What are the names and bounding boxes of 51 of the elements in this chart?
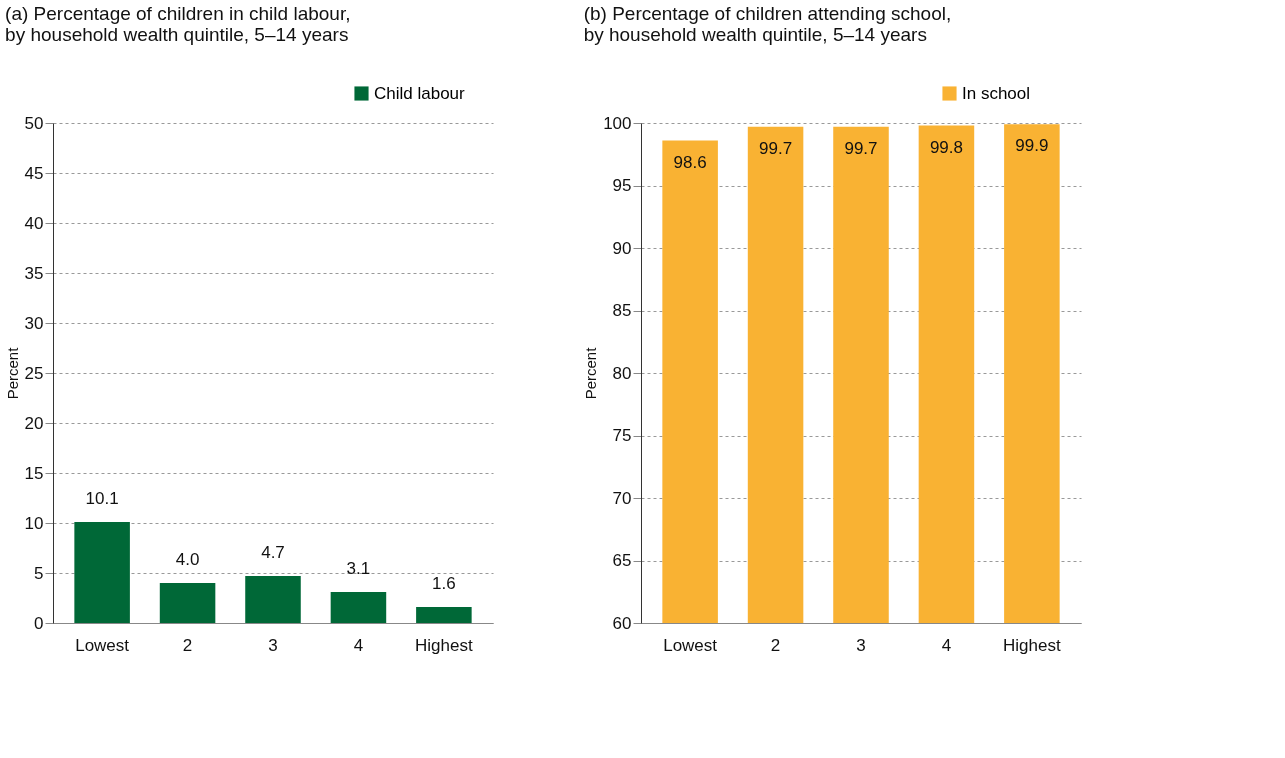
y-tick-label: 0 — [34, 613, 44, 633]
x-tick-label: Lowest — [663, 635, 718, 655]
y-tick-label: 95 — [612, 176, 632, 195]
y-tick-label: 25 — [24, 363, 44, 383]
y-tick-label: 50 — [24, 113, 44, 133]
y-tick-label: 5 — [34, 563, 44, 583]
y-tick-label: 10 — [24, 513, 44, 533]
y-tick-label: 85 — [612, 301, 632, 320]
y-tick-label: 40 — [24, 213, 44, 233]
legend-label: In school — [962, 83, 1031, 103]
bar — [416, 607, 472, 623]
bar — [74, 522, 130, 623]
data-label: 99.8 — [929, 137, 963, 157]
y-tick-label: 20 — [24, 413, 44, 433]
y-tick-label: 60 — [612, 613, 632, 633]
x-tick-label: Highest — [1003, 635, 1061, 655]
bar — [330, 592, 387, 623]
x-tick-label: 3 — [856, 635, 866, 655]
x-tick-label: Highest — [415, 635, 473, 655]
legend-label: Child labour — [374, 83, 466, 103]
y-tick-label: 75 — [612, 426, 632, 445]
x-tick-label: 2 — [770, 635, 781, 655]
y-tick-label: 30 — [24, 313, 44, 333]
x-tick-label: 4 — [353, 635, 364, 655]
y-tick-label: 15 — [24, 463, 44, 483]
chart-title: (a) Percentage of children in child labour, by household wealth quintile, 5–14 years — [5, 3, 351, 45]
data-label: 4.7 — [261, 543, 285, 562]
y-tick-label: 100 — [603, 113, 632, 133]
data-label: 98.6 — [673, 152, 707, 172]
data-label: 1.6 — [432, 574, 456, 593]
data-label: 10.1 — [85, 489, 119, 508]
x-tick-label: 2 — [182, 635, 193, 655]
data-label: 99.9 — [1015, 136, 1049, 156]
chart-title: (b) Percentage of children attending school, by household wealth quintile, 5–14 years — [583, 3, 952, 45]
y-tick-label: 90 — [612, 238, 632, 258]
data-label: 3.1 — [346, 559, 371, 578]
x-tick-label: 4 — [941, 635, 952, 655]
bar — [159, 583, 216, 623]
y-axis-title: Percent — [582, 346, 600, 400]
y-tick-label: 65 — [612, 551, 632, 570]
x-tick-label: 3 — [268, 635, 278, 655]
y-tick-label: 45 — [24, 163, 44, 183]
y-axis-title: Percent — [3, 346, 21, 400]
bar — [245, 576, 301, 623]
data-label: 99.7 — [759, 138, 793, 158]
data-label: 99.7 — [844, 138, 878, 158]
y-tick-label: 70 — [612, 488, 632, 508]
data-label: 4.0 — [175, 550, 200, 569]
y-tick-label: 80 — [612, 363, 632, 383]
x-tick-label: Lowest — [75, 635, 130, 655]
y-tick-label: 35 — [24, 263, 44, 283]
